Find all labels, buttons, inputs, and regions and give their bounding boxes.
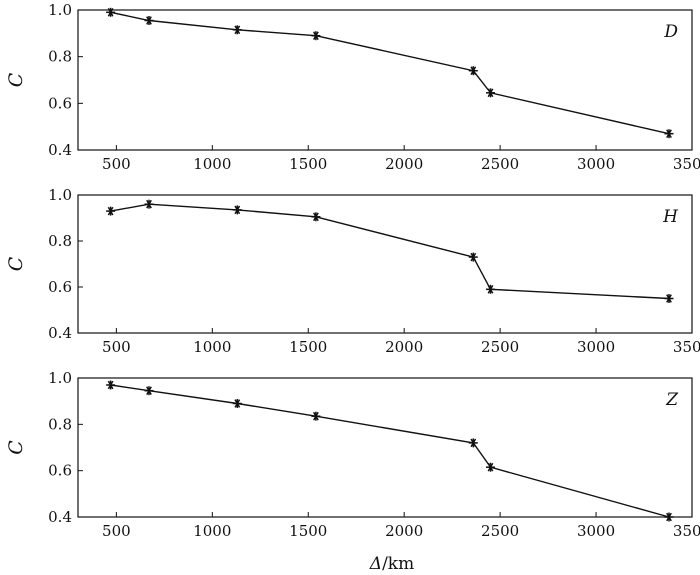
x-tick-label: 1000 — [193, 155, 231, 173]
y-tick-label: 1.0 — [48, 186, 72, 204]
x-tick-label: 2000 — [385, 522, 423, 540]
x-tick-label: 2500 — [481, 338, 519, 356]
data-point-marker — [311, 212, 321, 222]
x-tick-label: 3000 — [577, 522, 615, 540]
data-point-marker — [144, 16, 154, 25]
series-line — [110, 384, 670, 518]
data-point-marker — [664, 129, 674, 139]
data-point-marker — [106, 7, 116, 17]
data-point-marker — [311, 31, 321, 41]
y-tick-label: 0.8 — [48, 232, 72, 250]
plot-frame — [77, 9, 693, 151]
y-axis-label: C — [5, 72, 27, 87]
y-axis-label: C — [5, 256, 27, 271]
x-tick-label: 1500 — [289, 155, 327, 173]
x-tick-label: 3500 — [673, 338, 700, 356]
x-tick-label: 3000 — [577, 155, 615, 173]
y-tick-label: 0.4 — [48, 508, 72, 526]
data-point-marker — [468, 438, 478, 448]
data-point-marker — [486, 462, 495, 472]
data-point-marker — [468, 66, 478, 76]
chart-panels: 500 1000 1500 2000 2500 3000 3500 1.0 0.8 0.6 0.4 C… — [5, 1, 700, 540]
x-tick-label: 3500 — [673, 522, 700, 540]
data-point-marker — [664, 512, 674, 522]
data-point-marker — [144, 199, 154, 209]
data-point-marker — [144, 386, 154, 396]
plot-frame — [77, 194, 693, 334]
x-tick-label: 1000 — [193, 338, 231, 356]
x-tick-label: 3000 — [577, 338, 615, 356]
data-point-marker — [486, 284, 495, 294]
x-tick-label: 1000 — [193, 522, 231, 540]
y-tick-label: 0.8 — [48, 415, 72, 433]
chart-panel-d: 500 1000 1500 2000 2500 3000 3500 1.0 0.8 0.6 0.4 C… — [5, 1, 700, 173]
x-tick-label: 1500 — [289, 522, 327, 540]
x-tick-label: 500 — [102, 522, 131, 540]
series-line — [110, 11, 670, 135]
y-tick-label: 0.6 — [48, 94, 72, 112]
x-tick-label: 2000 — [385, 338, 423, 356]
series-line — [110, 203, 670, 300]
chart-panel-h: 500 1000 1500 2000 2500 3000 3500 1.0 0.8 0.6 0.4 C… — [5, 186, 700, 356]
panel-label: D — [663, 22, 678, 42]
x-axis-label-symbol: Δ — [369, 554, 382, 574]
y-tick-label: 0.6 — [48, 462, 72, 480]
data-point-marker — [664, 294, 674, 303]
data-point-marker — [232, 399, 242, 408]
y-tick-label: 0.4 — [48, 324, 72, 342]
x-tick-label: 2500 — [481, 155, 519, 173]
y-tick-label: 0.6 — [48, 278, 72, 296]
x-tick-label: 2500 — [481, 522, 519, 540]
data-point-marker — [232, 205, 242, 215]
panel-label: Z — [665, 390, 679, 410]
y-tick-label: 0.4 — [48, 141, 72, 159]
panel-label: H — [662, 207, 679, 227]
data-point-marker — [232, 25, 242, 35]
x-tick-label: 500 — [102, 155, 131, 173]
x-axis-label: Δ/km — [369, 554, 414, 574]
y-tick-label: 1.0 — [48, 369, 72, 387]
data-point-marker — [468, 252, 478, 262]
plot-frame — [77, 377, 693, 518]
data-point-marker — [106, 380, 116, 390]
x-tick-label: 2000 — [385, 155, 423, 173]
data-point-marker — [486, 88, 495, 98]
data-point-marker — [106, 206, 116, 216]
x-axis-label-unit: /km — [382, 554, 414, 574]
y-axis-label: C — [5, 440, 27, 455]
chart-panel-z: 500 1000 1500 2000 2500 3000 3500 1.0 0.8 0.6 0.4 C… — [5, 369, 700, 540]
y-tick-label: 1.0 — [48, 1, 72, 19]
x-tick-label: 500 — [102, 338, 131, 356]
x-tick-label: 3500 — [673, 155, 700, 173]
y-tick-label: 0.8 — [48, 48, 72, 66]
data-point-marker — [311, 411, 321, 421]
x-tick-label: 1500 — [289, 338, 327, 356]
